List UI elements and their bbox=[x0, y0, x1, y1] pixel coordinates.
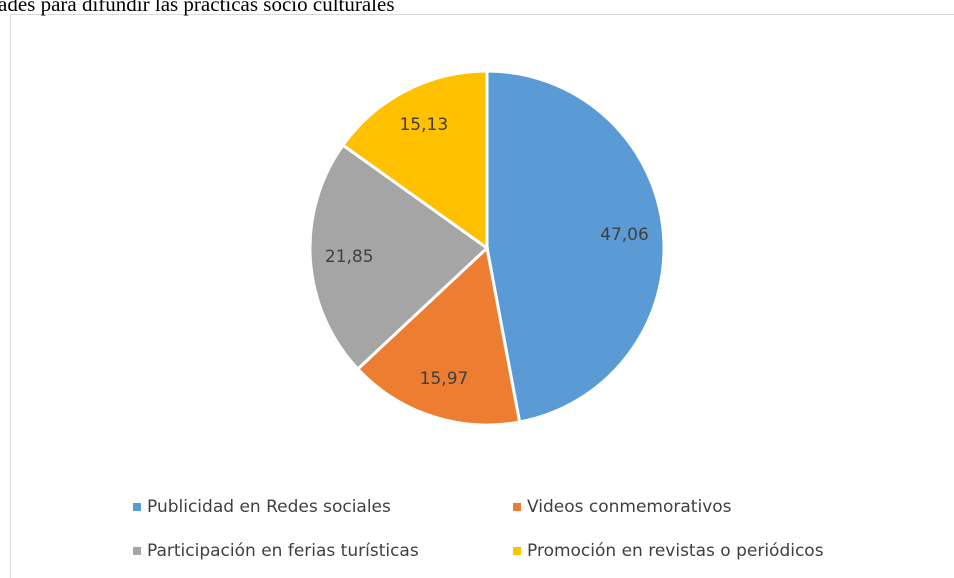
pie-slice bbox=[340, 69, 489, 251]
chart-title: ades para difundir las prácticas socio c… bbox=[0, 0, 395, 16]
pie-slice bbox=[308, 143, 490, 372]
legend-label: Publicidad en Redes sociales bbox=[147, 497, 391, 517]
legend-label: Promoción en revistas o periódicos bbox=[527, 541, 824, 561]
pie-slice bbox=[485, 69, 666, 424]
data-label: 15,97 bbox=[420, 369, 469, 389]
legend-swatch bbox=[513, 503, 521, 511]
data-label: 47,06 bbox=[600, 225, 649, 245]
legend-swatch bbox=[513, 547, 521, 555]
data-label: 15,13 bbox=[399, 115, 448, 135]
legend-swatch bbox=[133, 547, 141, 555]
legend-swatch bbox=[133, 503, 141, 511]
legend-label: Videos conmemorativos bbox=[527, 497, 732, 517]
data-label: 21,85 bbox=[325, 247, 374, 267]
pie-slice bbox=[355, 245, 522, 427]
legend-label: Participación en ferias turísticas bbox=[147, 541, 419, 561]
